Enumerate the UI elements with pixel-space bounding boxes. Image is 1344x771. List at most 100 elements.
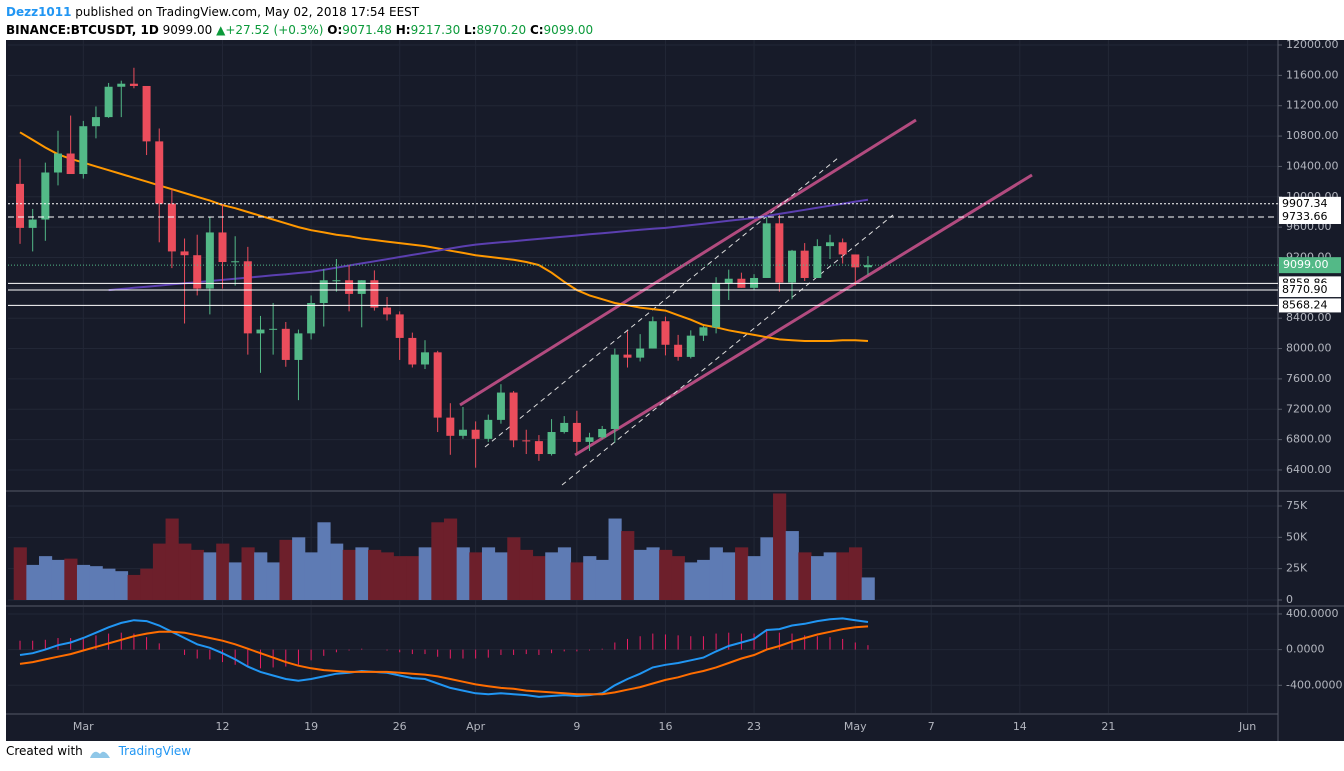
drawings: [459, 118, 1033, 486]
y-tick-label: -400.0000: [1286, 678, 1342, 691]
symbol: BINANCE:BTCUSDT, 1D: [6, 23, 159, 37]
candle-body: [155, 141, 164, 204]
volume-bar: [595, 559, 610, 600]
level-label: 9907.34: [1282, 197, 1328, 210]
x-tick-label: 7: [928, 720, 935, 733]
volume-bar: [469, 552, 483, 600]
candle-body: [433, 352, 442, 418]
volume-bar: [494, 552, 508, 600]
candle-body: [572, 422, 581, 442]
last-price-box: [1279, 257, 1341, 274]
level-label-box: [1279, 209, 1341, 224]
candle-body: [560, 422, 569, 433]
volume-bar: [368, 549, 382, 600]
candle-body: [446, 417, 455, 436]
candle-body: [813, 246, 822, 278]
candle-body: [610, 354, 619, 429]
volume-bar: [152, 543, 167, 600]
volume-bar: [481, 547, 496, 600]
created: Created with: [6, 744, 83, 758]
candle-body: [724, 278, 733, 284]
volume-bar: [798, 552, 812, 600]
x-tick-label: Mar: [73, 720, 94, 733]
candle-body: [775, 223, 784, 283]
published: published on TradingView.com, May 02, 20…: [75, 5, 420, 19]
volume-bar: [608, 518, 622, 600]
level-label: 9733.66: [1282, 210, 1328, 223]
volume-bar: [836, 552, 850, 600]
x-tick-label: 9: [573, 720, 580, 733]
candle-body: [395, 314, 404, 338]
candle-body: [104, 86, 113, 118]
volume-bar: [241, 547, 255, 600]
author[interactable]: Dezz1011: [6, 5, 72, 19]
volume-bar: [266, 562, 280, 600]
background: [6, 40, 1344, 741]
x-tick-label: Jun: [1238, 720, 1256, 733]
x-tick-label: 21: [1101, 720, 1115, 733]
candle-body: [838, 242, 847, 255]
volume-bar: [39, 556, 53, 600]
volume-bar: [279, 539, 293, 600]
y-tick-label: 25K: [1286, 562, 1308, 575]
volume-bar: [393, 556, 407, 600]
volume-bar: [519, 549, 534, 600]
arrow: ▲: [216, 23, 226, 37]
volume-bar: [216, 543, 230, 600]
volume-bar: [178, 543, 192, 600]
volume-bar: [64, 558, 78, 600]
volume-bar: [785, 531, 799, 600]
volume-bar: [13, 547, 27, 600]
volume-bar: [330, 543, 344, 600]
volume-bar: [532, 556, 546, 600]
macd-line: [19, 625, 869, 696]
candle-body: [383, 307, 392, 315]
o: 9071.48: [342, 23, 392, 37]
trend-line: [561, 214, 894, 486]
volume-bar: [709, 547, 723, 600]
candle-body: [534, 441, 543, 455]
candle-body: [193, 255, 202, 289]
candle-body: [636, 348, 645, 358]
volume-bar: [26, 564, 40, 600]
candle-body: [256, 329, 265, 334]
brand[interactable]: TradingView: [118, 744, 192, 758]
volume-bar: [507, 537, 521, 600]
volume-bar: [355, 547, 369, 600]
macd-line: [19, 617, 869, 698]
candle-body: [142, 85, 151, 142]
y-tick-label: 11600.00: [1286, 68, 1339, 81]
candle-body: [762, 223, 771, 278]
candle-body: [825, 242, 834, 247]
footer: Created with TradingView: [6, 744, 191, 758]
y-tick-label: 10800.00: [1286, 129, 1339, 142]
volume-bar: [342, 549, 356, 600]
candle-body: [180, 251, 189, 256]
volume-bar: [861, 577, 875, 600]
volume-bar: [760, 537, 774, 600]
volume-bar: [127, 574, 141, 600]
candle-body: [319, 280, 328, 304]
candle-body: [547, 432, 556, 455]
candle-body: [243, 261, 252, 334]
l: 8970.20: [476, 23, 527, 37]
y-tick-label: 8400.00: [1286, 311, 1332, 324]
candle-body: [851, 254, 860, 268]
volume-bar: [76, 564, 91, 600]
candle-body: [167, 203, 176, 252]
y-tick-label: 50K: [1286, 530, 1308, 543]
candle-body: [345, 280, 354, 294]
volume-bar: [823, 552, 837, 600]
level-label: 8568.24: [1282, 298, 1328, 311]
candle-body: [28, 219, 37, 228]
volume-bar: [140, 568, 154, 600]
candle-body: [788, 250, 797, 283]
volume-bar: [203, 552, 217, 600]
volume-bar: [646, 547, 660, 600]
trend-line: [484, 157, 839, 448]
volume-bar: [406, 556, 420, 600]
candle-body: [294, 333, 303, 360]
volume-bar: [102, 568, 116, 600]
o-label: O:: [327, 23, 343, 37]
y-tick-label: 12000.00: [1286, 38, 1339, 51]
